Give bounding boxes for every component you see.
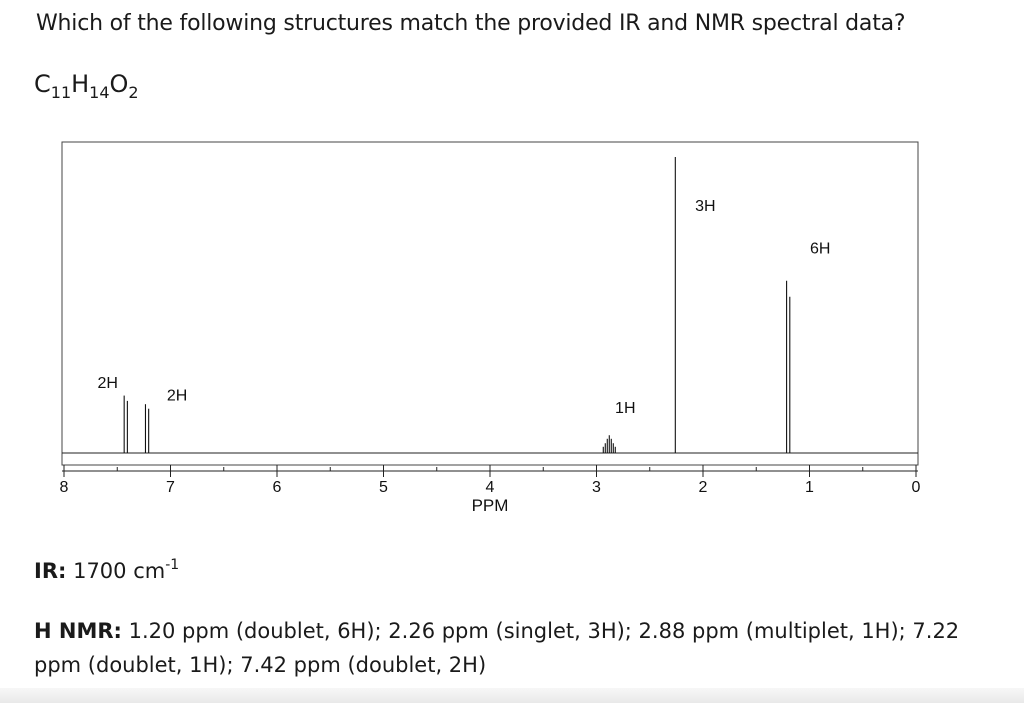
ir-value: 1700 cm [73, 559, 166, 583]
integration-label: 2H [98, 375, 118, 392]
integration-label: 2H [167, 388, 187, 405]
molecular-formula: C11H14O2 [34, 70, 139, 102]
ir-exponent: -1 [165, 557, 180, 573]
x-axis-title: PPM [472, 496, 509, 515]
x-tick-label: 2 [699, 479, 708, 496]
formula-c-count: 11 [50, 83, 72, 102]
x-tick-label: 0 [912, 479, 921, 496]
formula-h-count: 14 [89, 83, 110, 102]
formula-o: O [109, 70, 129, 98]
hnmr-text: 1.20 ppm (doublet, 6H); 2.26 ppm (single… [34, 619, 960, 677]
x-tick-label: 8 [60, 479, 69, 496]
formula-o-count: 2 [128, 83, 139, 102]
integration-label: 6H [810, 240, 830, 257]
formula-h: H [71, 70, 90, 98]
x-tick-label: 7 [166, 479, 175, 496]
x-tick-label: 5 [379, 479, 388, 496]
ir-data: IR: 1700 cm-1 [34, 557, 179, 583]
hnmr-label: H NMR: [34, 619, 122, 643]
peaks [62, 157, 918, 454]
x-axis: 8 7 6 5 4 3 2 1 0 [60, 465, 921, 496]
x-tick-label: 6 [273, 479, 282, 496]
integration-label: 3H [695, 198, 715, 215]
bottom-bar [0, 688, 1024, 703]
hnmr-data: H NMR: 1.20 ppm (doublet, 6H); 2.26 ppm … [34, 614, 994, 682]
ir-label: IR: [34, 559, 67, 583]
integration-label: 1H [615, 400, 635, 417]
x-tick-label: 4 [486, 479, 495, 496]
x-tick-label: 3 [592, 479, 601, 496]
integration-labels: 2H 2H 1H 3H 6H [98, 198, 831, 417]
x-tick-label: 1 [805, 479, 814, 496]
formula-c: C [34, 70, 51, 98]
question-text: Which of the following structures match … [36, 11, 906, 36]
